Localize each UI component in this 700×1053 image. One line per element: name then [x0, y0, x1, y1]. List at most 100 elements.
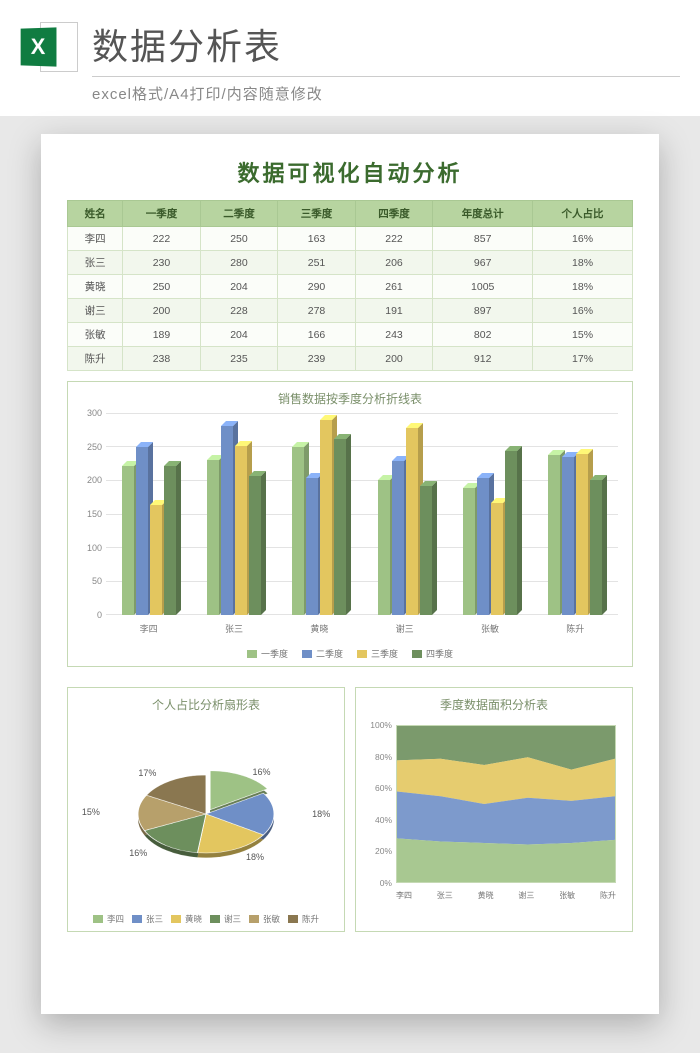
bar [590, 480, 602, 615]
area-y-tick: 40% [366, 815, 392, 825]
table-header-cell: 四季度 [355, 201, 433, 227]
table-cell: 张三 [68, 251, 123, 275]
table-row: 张敏18920416624380215% [68, 323, 633, 347]
table-cell: 166 [278, 323, 356, 347]
table-cell: 204 [200, 323, 278, 347]
table-cell: 222 [355, 227, 433, 251]
pie-slice-label: 17% [138, 768, 156, 778]
bar [122, 466, 134, 615]
area-chart-title: 季度数据面积分析表 [366, 696, 622, 713]
table-cell: 228 [200, 299, 278, 323]
bar [320, 420, 332, 615]
area-x-tick: 陈升 [600, 890, 616, 901]
area-x-tick: 张敏 [559, 890, 575, 901]
bar [392, 461, 404, 615]
table-cell: 290 [278, 275, 356, 299]
bar [378, 480, 390, 615]
table-cell: 200 [355, 347, 433, 371]
table-cell: 261 [355, 275, 433, 299]
pie-slice-label: 18% [246, 852, 264, 862]
bar [292, 447, 304, 615]
bar-chart-legend: 一季度二季度三季度四季度 [78, 647, 622, 660]
table-cell: 陈升 [68, 347, 123, 371]
table-row: 谢三20022827819189716% [68, 299, 633, 323]
table-cell: 222 [123, 227, 201, 251]
legend-item: 张三 [132, 913, 163, 925]
bar-group [122, 413, 176, 615]
table-cell: 251 [278, 251, 356, 275]
bar [491, 503, 503, 615]
table-cell: 张敏 [68, 323, 123, 347]
area-y-tick: 80% [366, 752, 392, 762]
bar [207, 460, 219, 615]
document-title: 数据可视化自动分析 [67, 156, 633, 188]
legend-item: 李四 [93, 913, 124, 925]
bar [150, 505, 162, 615]
table-header-cell: 年度总计 [433, 201, 533, 227]
bar-chart-title: 销售数据按季度分析折线表 [78, 390, 622, 407]
table-header-cell: 二季度 [200, 201, 278, 227]
bar-x-tick: 谢三 [396, 622, 414, 635]
excel-icon: X [20, 18, 78, 76]
legend-item: 三季度 [357, 647, 398, 660]
legend-item: 黄晓 [171, 913, 202, 925]
table-cell: 238 [123, 347, 201, 371]
bar-chart-panel: 销售数据按季度分析折线表 050100150200250300 李四张三黄晓谢三… [67, 381, 633, 667]
legend-item: 一季度 [247, 647, 288, 660]
bar [306, 478, 318, 615]
bar-x-tick: 张敏 [481, 622, 499, 635]
area-y-tick: 20% [366, 846, 392, 856]
header-text-block: 数据分析表 excel格式/A4打印/内容随意修改 [92, 18, 680, 104]
table-cell: 206 [355, 251, 433, 275]
table-header-cell: 一季度 [123, 201, 201, 227]
pie-slice-label: 16% [129, 848, 147, 858]
bar-y-tick: 250 [78, 442, 102, 452]
bar [406, 428, 418, 615]
table-row: 张三23028025120696718% [68, 251, 633, 275]
table-row: 陈升23823523920091217% [68, 347, 633, 371]
header-subtitle: excel格式/A4打印/内容随意修改 [92, 83, 680, 104]
table-cell: 802 [433, 323, 533, 347]
bar-y-tick: 0 [78, 610, 102, 620]
bar [477, 478, 489, 615]
table-header-cell: 三季度 [278, 201, 356, 227]
table-cell: 18% [533, 275, 633, 299]
table-cell: 912 [433, 347, 533, 371]
bar-group [548, 413, 602, 615]
table-cell: 250 [123, 275, 201, 299]
table-cell: 239 [278, 347, 356, 371]
table-cell: 16% [533, 299, 633, 323]
bar-y-tick: 150 [78, 509, 102, 519]
bar [576, 454, 588, 615]
bar-x-tick: 李四 [140, 622, 158, 635]
bar [334, 439, 346, 615]
bar-y-tick: 100 [78, 543, 102, 553]
table-header-row: 姓名一季度二季度三季度四季度年度总计个人占比 [68, 201, 633, 227]
header-title: 数据分析表 [92, 18, 680, 77]
table-cell: 200 [123, 299, 201, 323]
pie-chart-title: 个人占比分析扇形表 [78, 696, 334, 713]
bar-x-tick: 陈升 [566, 622, 584, 635]
excel-logo-letter: X [21, 27, 57, 66]
table-cell: 857 [433, 227, 533, 251]
legend-item: 陈升 [288, 913, 319, 925]
table-cell: 235 [200, 347, 278, 371]
data-table: 姓名一季度二季度三季度四季度年度总计个人占比 李四222250163222857… [67, 200, 633, 371]
bar [463, 488, 475, 615]
table-cell: 15% [533, 323, 633, 347]
bar-x-tick: 黄晓 [310, 622, 328, 635]
area-x-tick: 张三 [437, 890, 453, 901]
bar [249, 476, 261, 615]
pie-slice-label: 15% [82, 807, 100, 817]
area-x-tick: 黄晓 [478, 890, 494, 901]
bar-y-tick: 200 [78, 475, 102, 485]
bar [136, 447, 148, 615]
table-cell: 16% [533, 227, 633, 251]
bar-y-tick: 300 [78, 408, 102, 418]
bar [235, 446, 247, 615]
pie-chart-legend: 李四张三黄晓谢三张敏陈升 [78, 913, 334, 925]
pie-chart-panel: 个人占比分析扇形表 16%18%18%16%15%17% 李四张三黄晓谢三张敏陈… [67, 687, 345, 932]
table-cell: 谢三 [68, 299, 123, 323]
area-y-tick: 100% [366, 720, 392, 730]
bar-group [292, 413, 346, 615]
